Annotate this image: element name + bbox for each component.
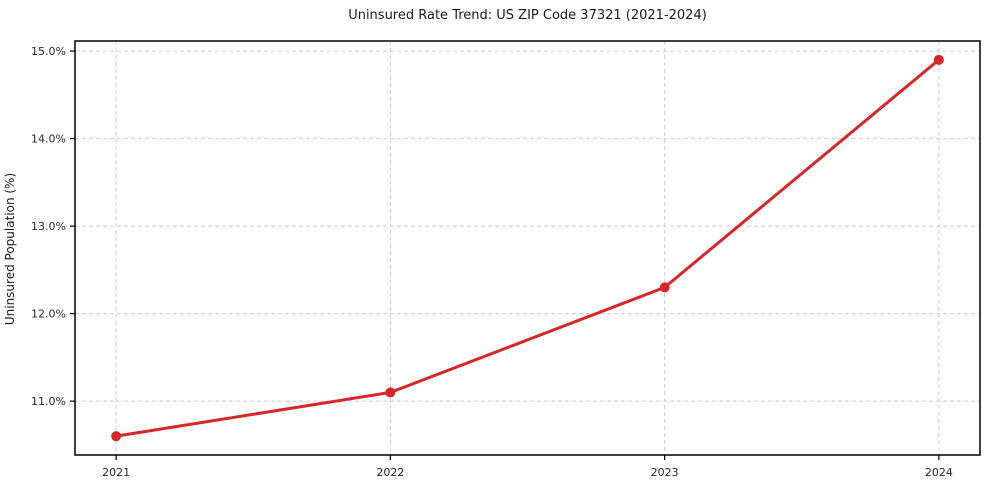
y-tick-label: 13.0% (31, 220, 66, 233)
data-point-2023 (659, 282, 670, 293)
y-tick-label: 14.0% (31, 133, 66, 146)
plot-border (74, 40, 981, 456)
y-tick-label: 12.0% (31, 308, 66, 321)
chart-title: Uninsured Rate Trend: US ZIP Code 37321 … (348, 8, 707, 23)
x-tick-label: 2023 (651, 466, 679, 479)
data-point-2021 (111, 431, 122, 442)
trend-line (114, 58, 941, 438)
x-tick-label: 2022 (376, 466, 404, 479)
x-tick-label: 2024 (925, 466, 953, 479)
x-tick-label: 2021 (102, 466, 130, 479)
y-tick-label: 15.0% (31, 45, 66, 58)
data-point-2024 (933, 54, 944, 65)
data-point-2022 (385, 387, 396, 398)
y-tick-label: 11.0% (31, 395, 66, 408)
